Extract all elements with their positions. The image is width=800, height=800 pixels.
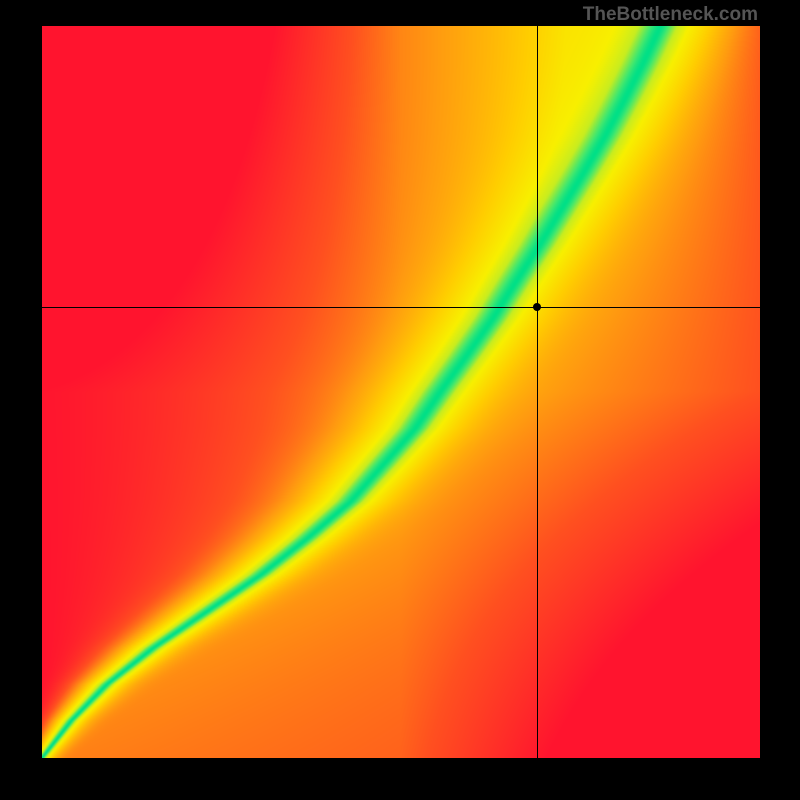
crosshair-horizontal xyxy=(42,307,760,308)
heatmap-plot xyxy=(42,26,760,758)
crosshair-vertical xyxy=(537,26,538,758)
watermark-text: TheBottleneck.com xyxy=(583,4,758,26)
crosshair-marker xyxy=(533,303,541,311)
heatmap-canvas xyxy=(42,26,760,758)
